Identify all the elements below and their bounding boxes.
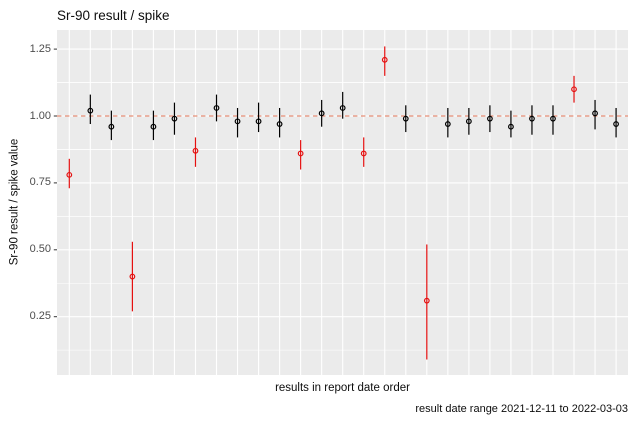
point-marker xyxy=(255,118,262,125)
point-marker xyxy=(339,105,346,111)
point-marker xyxy=(87,107,94,114)
x-axis-title: results in report date order xyxy=(275,382,410,394)
point-marker xyxy=(129,273,136,280)
point-marker xyxy=(444,121,451,127)
point-marker xyxy=(297,150,304,157)
point-marker xyxy=(276,121,283,127)
point-marker xyxy=(592,110,598,117)
point-marker xyxy=(508,123,514,130)
point-marker xyxy=(571,86,577,93)
point-marker xyxy=(487,115,493,122)
point-marker xyxy=(234,118,241,125)
point-marker xyxy=(360,150,367,157)
point-marker xyxy=(613,121,619,127)
point-marker xyxy=(150,123,157,130)
y-tick-label: 1.25 xyxy=(29,42,51,55)
point-marker xyxy=(465,118,472,125)
point-marker xyxy=(171,115,178,122)
point-marker xyxy=(108,123,115,130)
point-marker xyxy=(318,110,325,117)
point-marker xyxy=(529,115,535,122)
chart-title: Sr-90 result / spike xyxy=(57,8,170,23)
point-marker xyxy=(66,171,73,178)
y-tick-label: 1.00 xyxy=(29,109,51,122)
point-marker xyxy=(423,297,430,304)
y-tick-label: 0.25 xyxy=(29,310,51,323)
chart-caption: result date range 2021-12-11 to 2022-03-… xyxy=(415,403,628,415)
y-tick-label: 0.50 xyxy=(29,243,51,256)
point-marker xyxy=(381,56,388,63)
point-marker xyxy=(550,115,556,122)
point-marker xyxy=(213,105,220,111)
point-marker xyxy=(402,115,409,122)
point-marker xyxy=(192,147,199,154)
y-tick-label: 0.75 xyxy=(29,176,51,189)
